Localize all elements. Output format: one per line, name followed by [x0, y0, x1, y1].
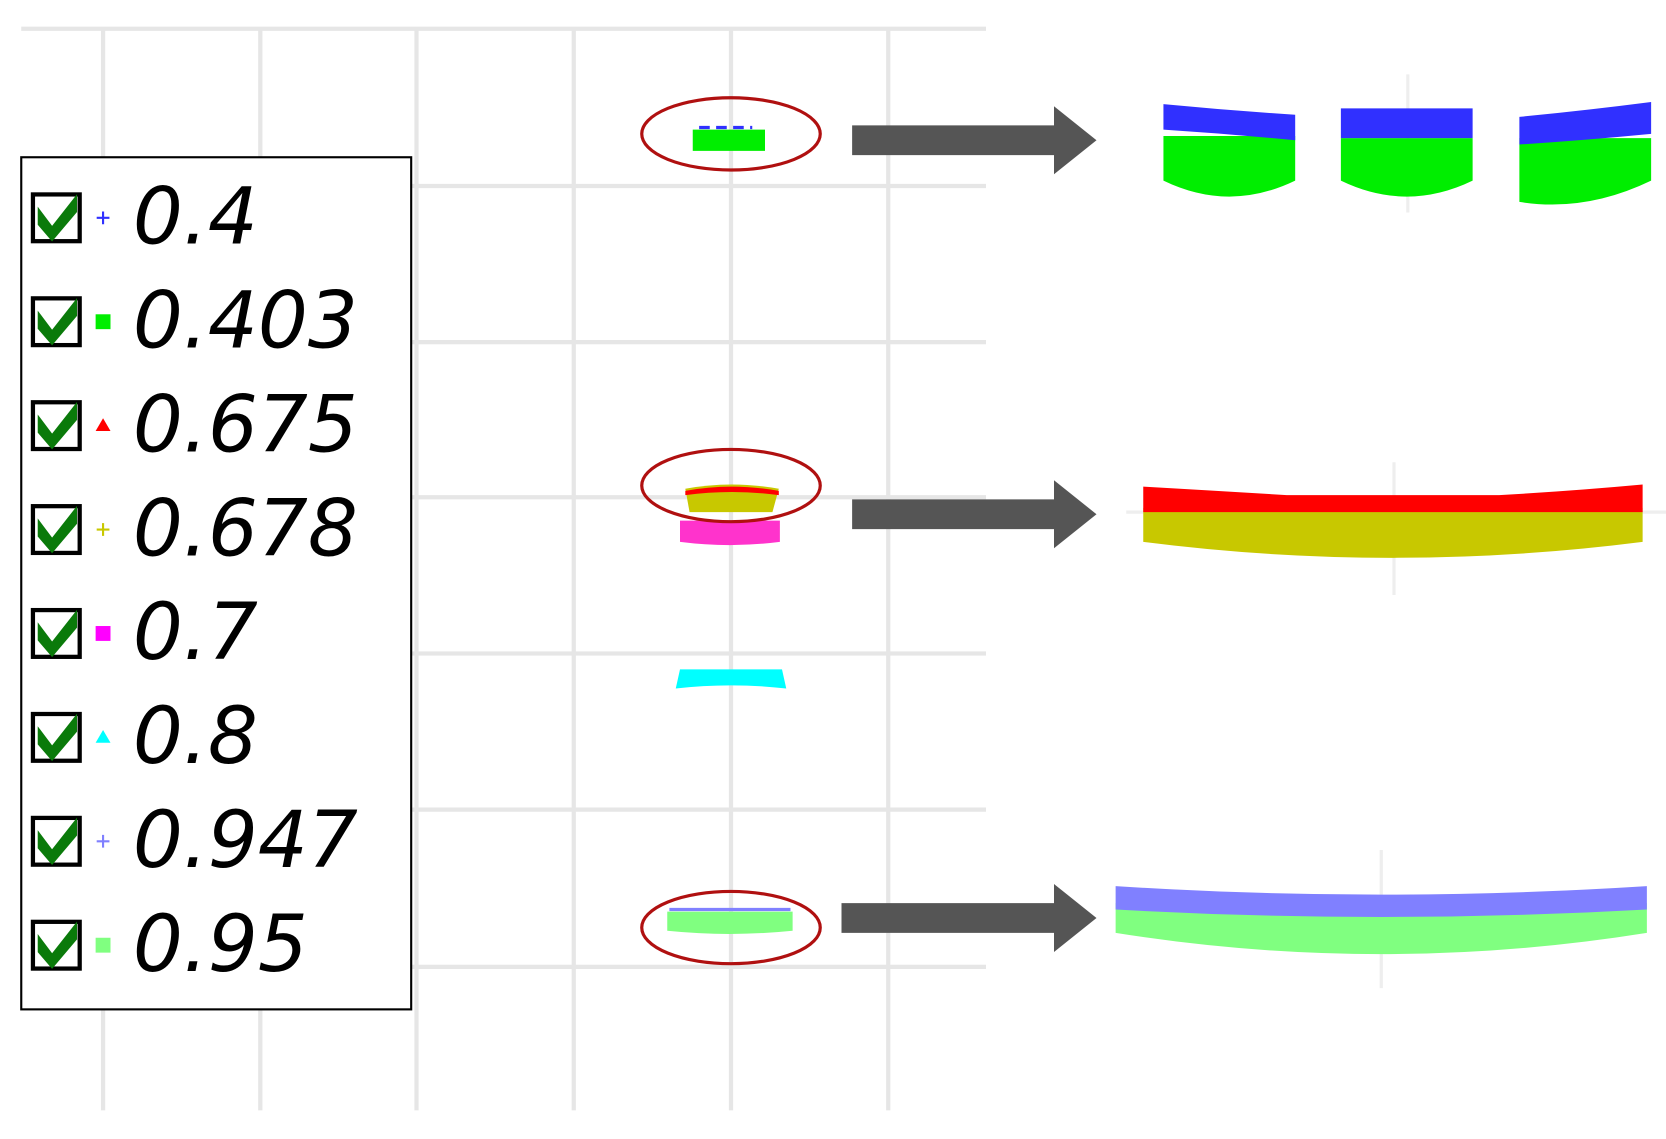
- legend-label: 0.947: [133, 794, 358, 886]
- legend-label: 0.8: [133, 690, 258, 782]
- legend-label: 0.95: [133, 898, 308, 990]
- legend-marker: [95, 314, 111, 330]
- legend-marker: [95, 626, 111, 641]
- check-mark: [37, 713, 78, 762]
- check-mark: [37, 401, 78, 450]
- legend-marker: [96, 834, 110, 848]
- check-mark: [37, 505, 78, 554]
- legend: 0.4 0.403 0.675 0.678 0.7 0.8 0.947 0.95: [30, 171, 358, 990]
- check-mark: [37, 921, 78, 969]
- legend-box: [20, 156, 413, 1011]
- legend-marker: [95, 418, 111, 431]
- legend-label: 0.403: [133, 274, 358, 366]
- check-mark: [37, 609, 78, 658]
- plot-shapes: [640, 74, 1666, 989]
- check-mark: [37, 194, 78, 242]
- legend-marker: [96, 523, 110, 536]
- canvas: 0.4 0.403 0.675 0.678 0.7 0.8 0.947 0.95: [20, 26, 1666, 1111]
- legend-marker: [95, 729, 111, 743]
- legend-label: 0.7: [133, 586, 258, 678]
- legend-marker: [95, 937, 111, 953]
- legend-marker: [96, 211, 110, 225]
- legend-label: 0.4: [133, 171, 258, 263]
- check-mark: [37, 297, 78, 346]
- legend-label: 0.678: [133, 482, 358, 574]
- legend-label: 0.675: [133, 378, 358, 470]
- check-mark: [37, 817, 78, 865]
